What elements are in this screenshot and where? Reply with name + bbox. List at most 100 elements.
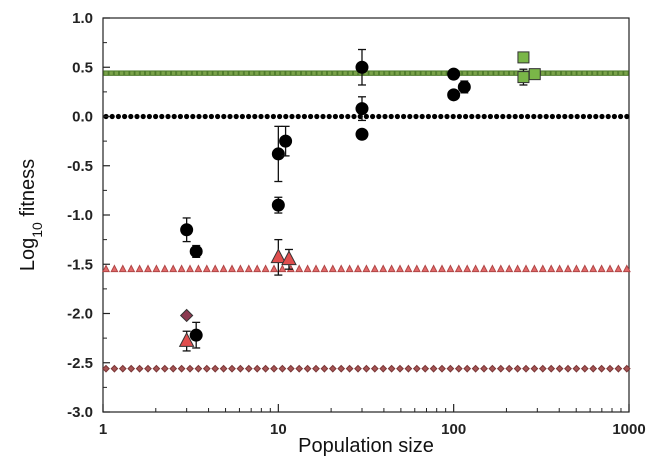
reference-marker <box>373 70 380 76</box>
reference-marker <box>311 70 317 76</box>
x-tick-label: 100 <box>441 421 466 438</box>
reference-marker <box>236 264 245 273</box>
reference-marker <box>446 264 455 273</box>
reference-marker <box>537 113 543 120</box>
reference-marker <box>394 70 400 76</box>
x-tick-label: 1000 <box>612 421 645 438</box>
reference-marker <box>614 364 623 373</box>
reference-marker <box>342 70 348 76</box>
reference-marker <box>404 264 413 273</box>
reference-marker <box>456 113 462 120</box>
reference-marker <box>202 70 208 76</box>
reference-marker <box>543 113 549 120</box>
y-tick-label: -1.0 <box>67 207 93 224</box>
reference-marker <box>248 70 255 76</box>
reference-marker <box>410 70 416 76</box>
reference-marker <box>155 70 161 76</box>
reference-marker <box>295 113 301 120</box>
reference-marker <box>404 70 411 76</box>
reference-marker <box>103 70 109 76</box>
reference-marker <box>580 264 589 273</box>
reference-marker <box>351 113 357 120</box>
reference-marker <box>493 70 499 76</box>
reference-marker <box>146 113 152 120</box>
reference-marker <box>134 113 140 120</box>
reference-marker <box>389 70 395 76</box>
reference-marker <box>450 113 456 120</box>
reference-marker <box>181 70 187 76</box>
reference-marker <box>353 264 363 273</box>
y-tick-label: -1.5 <box>67 256 93 273</box>
reference-marker <box>177 113 183 120</box>
data-point <box>447 67 461 81</box>
series-triangle <box>178 238 297 352</box>
reference-marker <box>177 264 186 273</box>
reference-marker <box>593 113 599 120</box>
reference-marker <box>118 70 125 76</box>
reference-marker <box>135 264 144 273</box>
data-point <box>355 60 369 74</box>
reference-marker <box>592 70 598 76</box>
reference-marker <box>549 113 556 120</box>
data-point <box>271 147 285 161</box>
reference-marker <box>624 113 630 120</box>
reference-marker <box>432 113 438 120</box>
reference-marker <box>555 70 562 76</box>
reference-marker <box>401 113 407 120</box>
reference-marker <box>467 70 473 76</box>
reference-marker <box>589 264 598 273</box>
reference-marker <box>384 70 390 76</box>
reference-marker <box>246 113 252 120</box>
axes: 1.0 0.5 0.0 -0.5 -1.0 -1.5 -2.0 -2.5 -3.0 1 10 100 1… <box>67 10 646 438</box>
reference-marker <box>525 113 531 120</box>
reference-marker <box>135 364 144 373</box>
reference-marker <box>480 364 488 373</box>
reference-marker <box>217 70 224 76</box>
reference-marker <box>496 264 505 273</box>
reference-marker <box>160 264 169 273</box>
reference-marker <box>233 70 239 76</box>
reference-marker <box>228 70 234 76</box>
reference-marker <box>352 70 359 76</box>
data-point <box>279 134 293 148</box>
reference-marker <box>518 113 525 120</box>
reference-marker <box>286 364 295 373</box>
data-point <box>271 198 285 212</box>
reference-marker <box>118 364 127 373</box>
reference-marker <box>144 364 152 373</box>
reference-marker <box>186 364 194 373</box>
reference-marker <box>314 113 320 120</box>
reference-marker <box>110 364 119 373</box>
reference-marker <box>572 364 581 373</box>
reference-marker <box>587 113 593 120</box>
reference-marker <box>597 70 603 76</box>
reference-marker <box>295 264 304 273</box>
reference-marker <box>454 264 463 273</box>
reference-marker <box>211 264 220 273</box>
reference-marker <box>362 264 371 273</box>
reference-marker <box>370 364 379 373</box>
reference-marker <box>586 70 593 76</box>
y-tick-label: 0.0 <box>72 109 93 126</box>
reference-marker <box>605 264 615 273</box>
reference-marker <box>259 70 265 76</box>
reference-marker <box>564 364 572 373</box>
reference-marker <box>556 113 562 120</box>
reference-marker <box>471 264 480 273</box>
reference-marker <box>568 113 574 120</box>
reference-marker <box>345 113 351 120</box>
data-point <box>180 223 194 237</box>
reference-marker <box>437 264 447 273</box>
reference-marker <box>326 70 333 76</box>
reference-marker <box>196 70 203 76</box>
y-axis-title: Log10 fitness <box>17 159 45 271</box>
reference-marker <box>479 264 489 273</box>
x-axis-title: Population size <box>298 435 434 457</box>
reference-marker <box>496 364 505 373</box>
y-tick-label: 0.5 <box>72 59 93 76</box>
reference-marker <box>370 264 379 273</box>
reference-marker <box>538 364 547 373</box>
reference-marker <box>239 113 245 120</box>
reference-marker <box>253 364 262 373</box>
